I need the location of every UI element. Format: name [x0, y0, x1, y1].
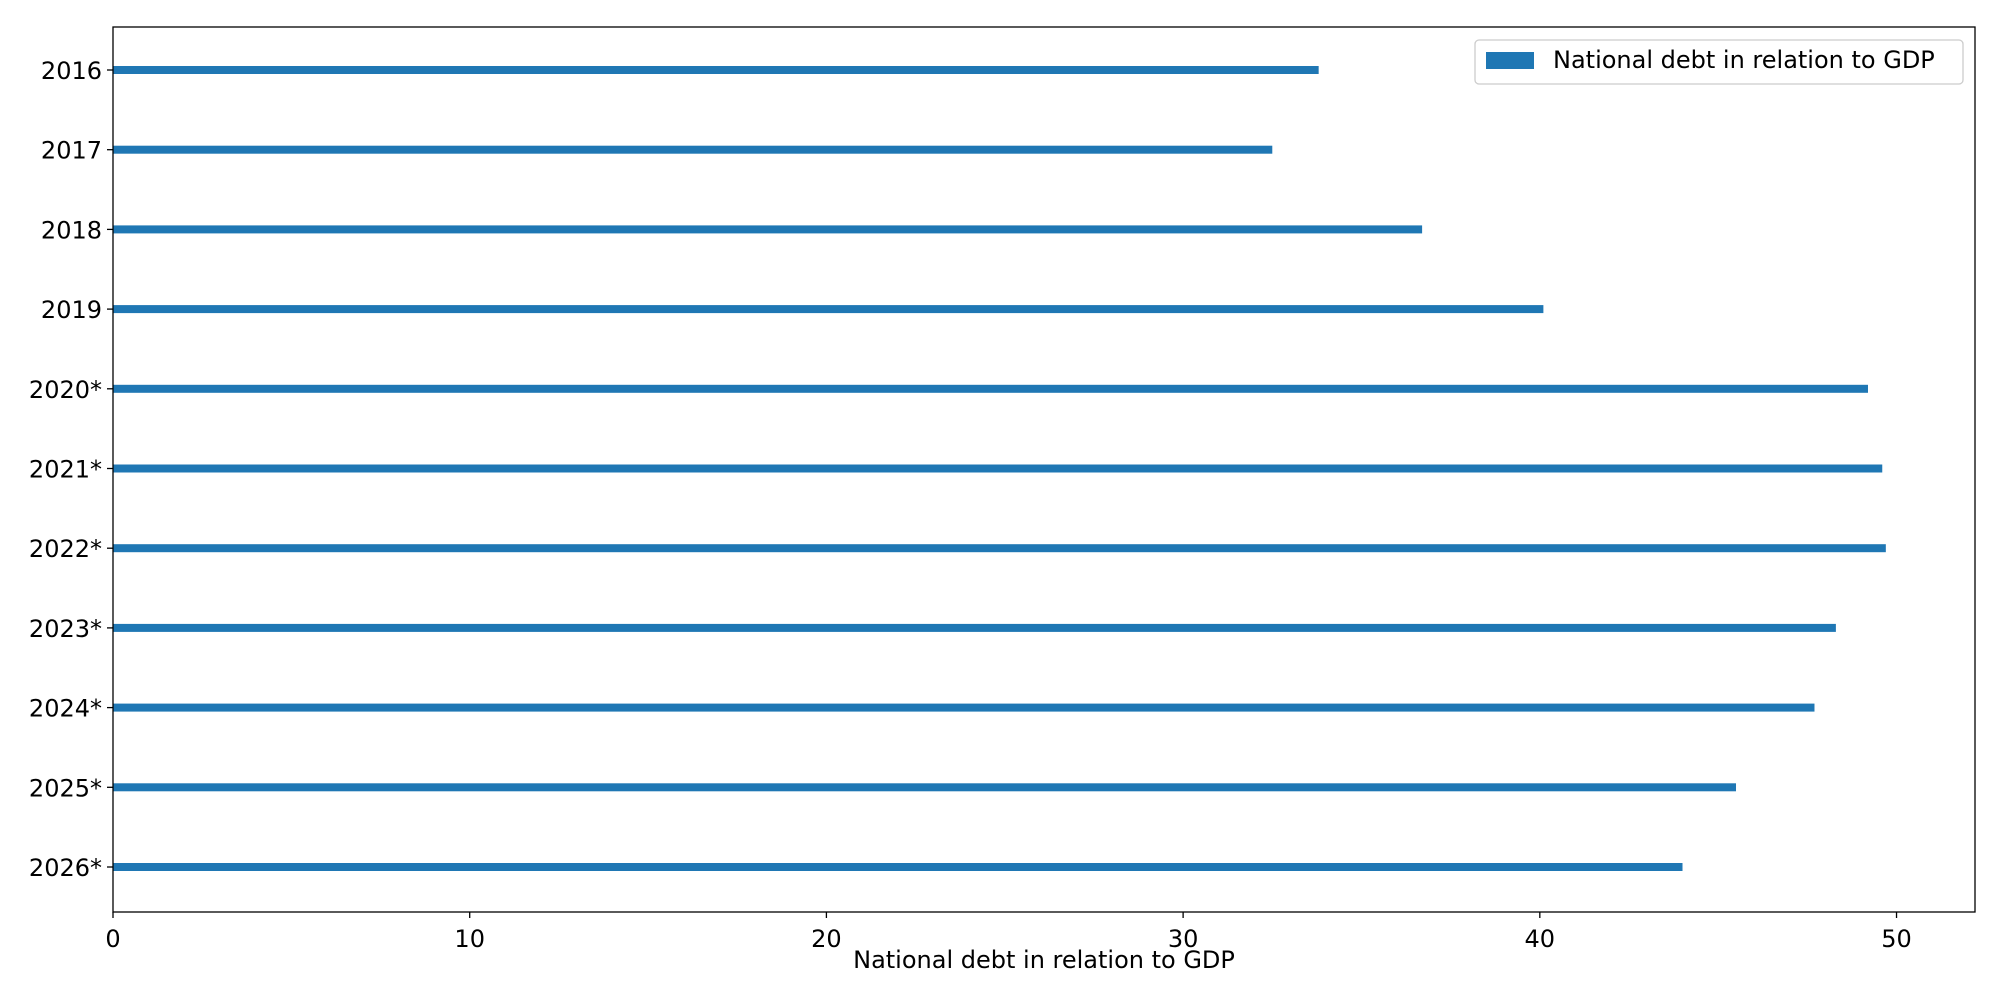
x-tick-label: 20 [811, 925, 842, 953]
y-tick-label: 2016 [41, 57, 102, 85]
bar [113, 544, 1886, 553]
bar [113, 66, 1319, 74]
bar [113, 783, 1737, 792]
legend-swatch [1486, 52, 1534, 69]
bar [113, 225, 1423, 234]
y-axis-ticks: 2016 2017 2018 2019 2020* 2021* 2022* 2023* 2024… [29, 57, 113, 882]
y-tick-label: 2023* [29, 615, 102, 643]
y-tick-label: 2017 [41, 137, 102, 165]
y-tick-label: 2025* [29, 774, 102, 802]
y-tick-label: 2019 [41, 296, 102, 324]
bar [113, 305, 1544, 314]
bar [113, 863, 1683, 871]
legend: National debt in relation to GDP [1474, 39, 1964, 85]
y-tick-label: 2018 [41, 216, 102, 244]
legend-box [1474, 39, 1964, 85]
bar [113, 703, 1815, 712]
bar [113, 623, 1836, 632]
bar [113, 145, 1273, 154]
legend-label: National debt in relation to GDP [1553, 46, 1935, 74]
bars-layer [113, 66, 1886, 871]
x-axis-label: National debt in relation to GDP [853, 946, 1235, 974]
x-tick-label: 40 [1525, 925, 1556, 953]
x-tick-label: 10 [454, 925, 485, 953]
x-tick-label: 50 [1881, 925, 1912, 953]
y-tick-label: 2022* [29, 535, 102, 563]
y-tick-label: 2024* [29, 695, 102, 723]
x-tick-label: 30 [1168, 925, 1199, 953]
bar [113, 464, 1883, 473]
y-tick-label: 2026* [29, 854, 102, 882]
y-tick-label: 2020* [29, 376, 102, 404]
y-tick-label: 2021* [29, 456, 102, 484]
x-axis-ticks: 0 10 20 30 40 50 [105, 912, 1912, 953]
x-tick-label: 0 [105, 925, 120, 953]
plot-frame [112, 26, 1976, 913]
bar [113, 384, 1868, 393]
